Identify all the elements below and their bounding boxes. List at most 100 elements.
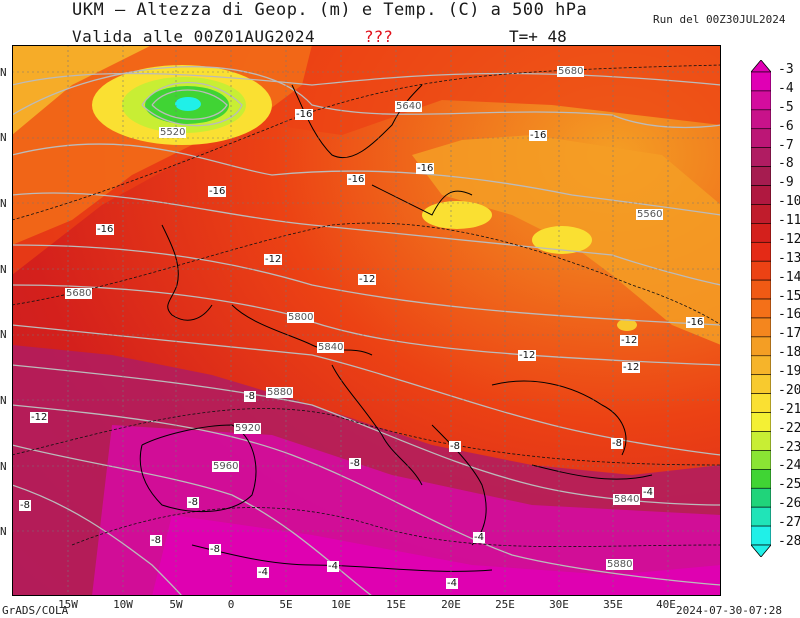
- geo-label: 5840: [613, 494, 641, 505]
- legend-tick-label: -15: [778, 288, 800, 304]
- temp-label: -4: [257, 567, 269, 578]
- legend-tick-label: -19: [778, 364, 800, 380]
- geo-label: 5680: [557, 66, 585, 77]
- legend-tick-label: -21: [778, 401, 800, 417]
- legend-swatch: [751, 374, 771, 394]
- map-title: UKM — Altezza di Geop. (m) e Temp. (C) a…: [72, 0, 588, 20]
- legend-swatch: [751, 223, 771, 243]
- temp-label: -12: [622, 362, 641, 373]
- legend-tick-label: -3: [778, 62, 794, 77]
- geo-label: 5840: [317, 342, 345, 353]
- legend-tick-label: -5: [778, 99, 794, 115]
- legend-tick-label: -10: [778, 194, 800, 210]
- legend-tick-label: -4: [778, 80, 794, 96]
- legend-tick-label: -14: [778, 269, 800, 285]
- temp-label: -8: [449, 441, 461, 452]
- lat-tick-label: N: [0, 263, 7, 276]
- temp-label: -8: [611, 438, 623, 449]
- legend-tick-label: -12: [778, 231, 800, 247]
- geo-label: 5560: [636, 209, 664, 220]
- legend-swatch: [751, 109, 771, 130]
- temp-band-4: [152, 515, 721, 596]
- legend-tick-label: -23: [778, 439, 800, 455]
- lon-tick-label: 0: [227, 598, 235, 611]
- legend-swatch: [751, 336, 771, 357]
- legend-tick-label: -28: [778, 534, 800, 549]
- legend-swatch: [751, 60, 771, 73]
- legend-swatch: [751, 298, 771, 319]
- temp-label: -16: [686, 317, 705, 328]
- lat-tick-label: N: [0, 460, 7, 473]
- map-border: [12, 45, 721, 596]
- legend-swatch: [751, 317, 771, 338]
- geo-label: 5880: [266, 387, 294, 398]
- valid-time: Valida alle 00Z01AUG2024: [72, 27, 316, 46]
- lat-tick-label: N: [0, 131, 7, 144]
- legend-swatch: [751, 412, 771, 432]
- lon-tick-label: 10W: [113, 598, 133, 611]
- cold-pocket-baltic: [422, 201, 492, 229]
- legend-tick-label: -27: [778, 515, 800, 531]
- temp-label: -4: [642, 487, 654, 498]
- legend-swatch: [751, 544, 771, 557]
- lon-tick-label: 30E: [549, 598, 569, 611]
- geo-label: 5640: [395, 101, 423, 112]
- unknown-marker: ???: [364, 27, 393, 46]
- temp-label: -12: [518, 350, 537, 361]
- lon-tick-label: 40E: [656, 598, 676, 611]
- legend-tick-label: -7: [778, 137, 794, 153]
- legend-swatch: [751, 525, 771, 546]
- temp-label: -8: [244, 391, 256, 402]
- legend-swatch: [751, 469, 771, 489]
- legend-swatch: [751, 260, 771, 281]
- temp-label: -16: [416, 163, 435, 174]
- legend-tick-label: -24: [778, 458, 800, 474]
- temp-label: -16: [295, 109, 314, 120]
- temp-label: -8: [349, 458, 361, 469]
- lat-tick-label: N: [0, 197, 7, 210]
- cold-core-center: [175, 97, 201, 111]
- geo-label: 5800: [287, 312, 315, 323]
- legend-swatch: [751, 355, 771, 376]
- legend-tick-label: -9: [778, 175, 794, 191]
- geo-label: 5680: [65, 288, 93, 299]
- lon-tick-label: 20E: [441, 598, 461, 611]
- legend-tick-label: -25: [778, 477, 800, 493]
- temp-label: -8: [19, 500, 31, 511]
- legend-tick-label: -20: [778, 382, 800, 398]
- lon-tick-label: 5W: [169, 598, 183, 611]
- grid-lines: [12, 45, 721, 596]
- legend-swatch: [751, 241, 771, 262]
- lat-tick-label: N: [0, 525, 7, 538]
- run-label: Run del 00Z30JUL2024: [653, 13, 786, 26]
- temp-label: -12: [30, 412, 49, 423]
- legend-tick-label: -16: [778, 307, 800, 323]
- lat-tick-label: N: [0, 394, 7, 407]
- map-svg: [12, 45, 721, 596]
- legend-swatch: [751, 185, 771, 205]
- legend-tick-label: -17: [778, 326, 800, 342]
- legend-tick-label: -18: [778, 345, 800, 361]
- legend-swatch: [751, 90, 771, 111]
- temp-label: -16: [347, 174, 366, 185]
- legend-swatch: [751, 279, 771, 300]
- color-legend: [751, 60, 771, 557]
- lon-tick-label: 35E: [603, 598, 623, 611]
- lat-tick-label: N: [0, 66, 7, 79]
- lon-tick-label: 5E: [279, 598, 293, 611]
- lat-tick-label: N: [0, 328, 7, 341]
- legend-swatch: [751, 431, 771, 451]
- temp-label: -8: [187, 497, 199, 508]
- temp-label: -4: [473, 532, 485, 543]
- legend-tick-label: -22: [778, 420, 800, 436]
- legend-swatch: [751, 147, 771, 167]
- legend-tick-label: -8: [778, 156, 794, 172]
- legend-swatch: [751, 487, 771, 508]
- footer-credit: GrADS/COLA: [2, 604, 69, 617]
- temp-label: -12: [264, 254, 283, 265]
- legend-swatch: [751, 128, 771, 148]
- temp-label: -16: [529, 130, 548, 141]
- legend-tick-label: -6: [778, 118, 794, 134]
- temp-label: -8: [209, 544, 221, 555]
- legend-swatch: [751, 204, 771, 224]
